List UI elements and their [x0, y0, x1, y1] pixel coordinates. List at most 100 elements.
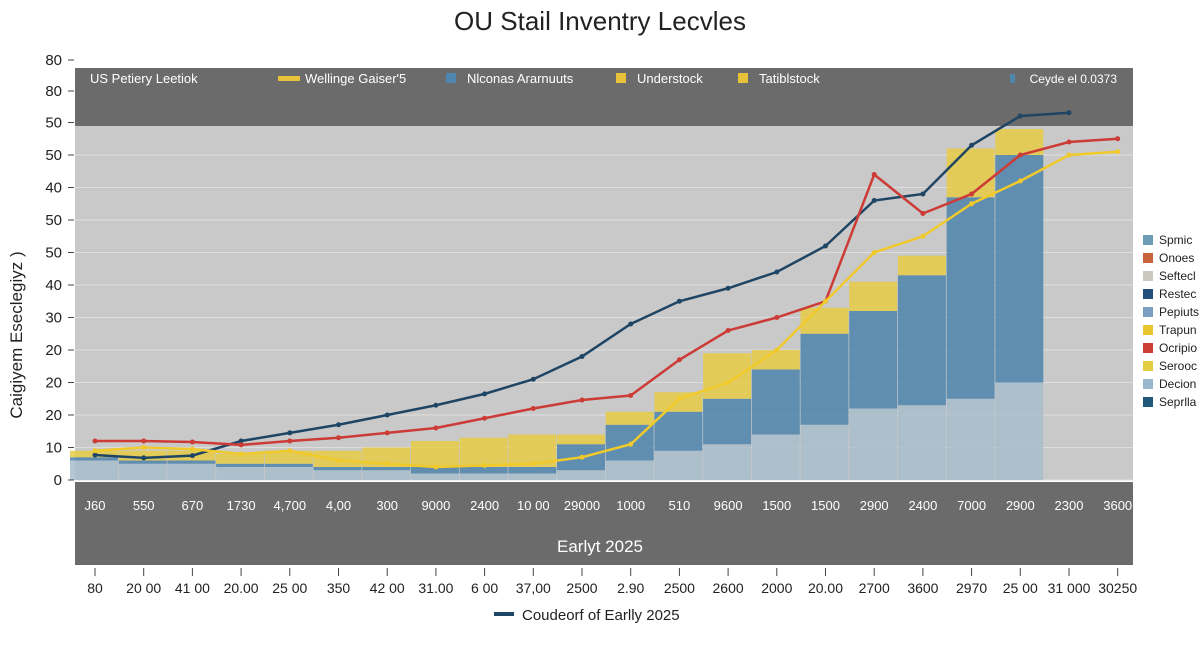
data-point — [823, 298, 828, 304]
data-point — [1066, 152, 1072, 158]
legend-square-swatch — [738, 73, 748, 83]
data-point — [482, 462, 488, 468]
y-tick-label: 20 — [45, 342, 62, 359]
bar-base — [362, 470, 411, 480]
side-legend-label: Ocripio — [1159, 341, 1197, 355]
y-tick-label: 40 — [45, 277, 62, 294]
legend-line-swatch — [278, 76, 300, 81]
x-tick-label-bottom: 350 — [327, 580, 351, 596]
x-tick-label-bottom: 2600 — [713, 580, 744, 596]
y-tick-label: 0 — [54, 472, 62, 489]
x-tick-label-bottom: 31 000 — [1048, 580, 1091, 596]
x-tick-label-bottom: 3600 — [907, 580, 938, 596]
bar-mid — [362, 467, 411, 471]
header-legend-title: US Petiery Leetiok — [90, 71, 198, 86]
bar-mid — [800, 333, 849, 425]
y-axis: 0 10 20 20 20 30 40 50 50 40 50 50 80 80 — [45, 52, 74, 489]
y-tick-label: 20 — [45, 375, 62, 392]
bottom-legend-swatch — [494, 612, 514, 616]
bar-top — [216, 454, 265, 464]
header-band — [75, 68, 1133, 126]
y-tick-label: 40 — [45, 180, 62, 197]
data-point — [920, 233, 926, 239]
x-tick-label-bottom: 31.00 — [418, 580, 453, 596]
bar-mid — [264, 463, 313, 467]
side-legend-label: Decion — [1159, 377, 1196, 391]
x-tick-label-top: 670 — [182, 498, 204, 513]
bar-base — [849, 408, 898, 480]
side-legend-swatch — [1143, 361, 1153, 371]
data-point — [1066, 110, 1072, 116]
data-point — [1115, 149, 1121, 155]
data-point — [92, 452, 98, 458]
bar-base — [70, 460, 118, 480]
side-legend-swatch — [1143, 343, 1153, 353]
y-tick-label: 10 — [45, 440, 62, 457]
bar-base — [946, 398, 995, 480]
data-point — [774, 269, 780, 275]
x-tick-label-bottom: 42 00 — [370, 580, 405, 596]
bar-mid — [167, 460, 216, 464]
x-tick-label-bottom: 20 00 — [126, 580, 161, 596]
x-tick-label-bottom: 2.90 — [617, 580, 644, 596]
data-point — [676, 396, 682, 402]
data-point — [433, 425, 439, 431]
data-point — [92, 438, 98, 444]
x-tick-label-bottom: 25 00 — [1003, 580, 1038, 596]
x-tick-label-bottom: 25 00 — [272, 580, 307, 596]
bar-base — [508, 473, 557, 480]
data-point — [1017, 113, 1023, 119]
bar-base — [605, 460, 654, 480]
x-tick-label-top: 2400 — [470, 498, 499, 513]
x-tick-label-bottom: 2500 — [664, 580, 695, 596]
side-legend-swatch — [1143, 397, 1153, 407]
side-legend-swatch — [1143, 271, 1153, 281]
bar-mid — [118, 460, 167, 464]
x-axis-band — [75, 482, 1133, 565]
data-point — [725, 285, 731, 291]
legend-note-swatch — [1010, 74, 1015, 83]
bar-base — [410, 473, 459, 480]
x-tick-label-bottom: 20.00 — [224, 580, 259, 596]
bar-top — [946, 148, 995, 198]
x-tick-label-bottom: 80 — [87, 580, 103, 596]
bar-base — [897, 405, 946, 480]
x-axis-label: Earlyt 2025 — [557, 537, 643, 556]
data-point — [287, 438, 293, 444]
data-point — [1066, 139, 1072, 145]
data-point — [384, 461, 390, 467]
data-point — [628, 321, 634, 327]
bar-base — [557, 470, 605, 480]
data-point — [336, 422, 341, 428]
bar-mid — [508, 467, 557, 474]
bar-base — [118, 463, 167, 480]
bar-base — [800, 424, 849, 480]
x-tick-label-top: 9000 — [421, 498, 450, 513]
side-legend-label: Seprlla — [1159, 395, 1197, 409]
data-point — [871, 250, 877, 255]
bar-mid — [946, 197, 995, 399]
header-legend-note: Ceyde el 0.0373 — [1030, 72, 1118, 86]
x-tick-label-bottom: 37,00 — [516, 580, 551, 596]
x-tick-label-bottom: 2970 — [956, 580, 987, 596]
data-point — [871, 198, 877, 203]
legend-label: Understock — [637, 71, 703, 86]
bar-mid — [654, 411, 703, 451]
legend-square-swatch — [616, 73, 626, 83]
x-tick-label-bottom: 6 00 — [471, 580, 498, 596]
bar-top — [849, 281, 898, 311]
bar-base — [703, 444, 752, 480]
x-tick-label-top: 2300 — [1055, 498, 1084, 513]
data-point — [725, 328, 731, 333]
x-tick-label-top: 1730 — [227, 498, 256, 513]
x-tick-label-top: 4,700 — [274, 498, 307, 513]
data-point — [920, 211, 926, 216]
x-tick-label-bottom: 2500 — [566, 580, 597, 596]
y-axis-label: Caigiyem Eseclegiyz ) — [7, 251, 26, 418]
side-legend: Spmic Onoes Seftecl Restec Pepiuts Trapun Ocri… — [1143, 233, 1199, 409]
x-tick-label-top: 510 — [669, 498, 691, 513]
side-legend-swatch — [1143, 307, 1153, 317]
data-point — [774, 315, 780, 320]
bar-top — [557, 434, 605, 445]
data-point — [384, 412, 390, 418]
